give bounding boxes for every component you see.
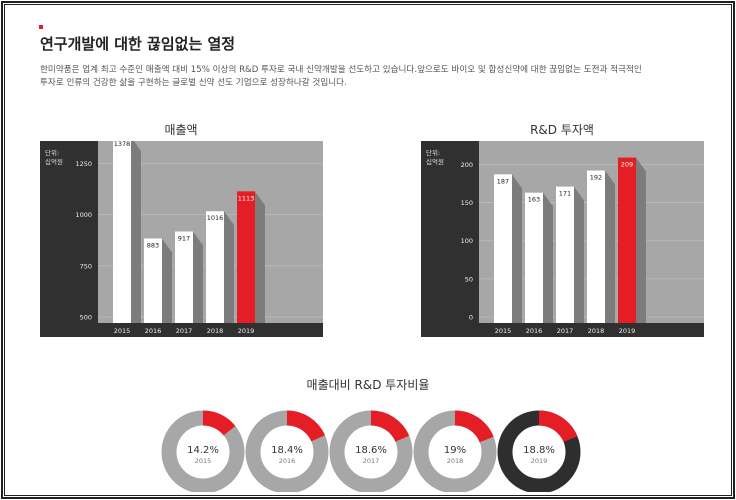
- bar-value-label: 171: [559, 190, 571, 198]
- description-line-2: 투자로 인류의 건강한 삶을 구현하는 글로벌 신약 선도 기업으로 성장하나갈…: [40, 78, 347, 88]
- x-tick-label: 2018: [588, 327, 605, 335]
- y-tick-label: 1250: [75, 160, 92, 168]
- bar-value-label: 1113: [238, 194, 255, 202]
- revenue-chart-title: 매출액: [164, 123, 198, 137]
- x-tick-label: 2016: [145, 327, 162, 335]
- bar-shadow: [255, 191, 265, 323]
- donut-value-label: 19%: [444, 445, 466, 456]
- donut-value-label: 18.4%: [271, 445, 303, 456]
- bar-value-label: 187: [497, 177, 509, 185]
- rnd-investment-bar-chart: 단위:십억원 0 50 100 150 200 187 2015 163 2016 171 2017 1…: [421, 141, 704, 337]
- bar-shadow: [162, 238, 172, 323]
- bar-shadow: [636, 157, 646, 323]
- donut-hole: [429, 426, 481, 478]
- donut-hole: [261, 426, 313, 478]
- donut-slice: [538, 410, 578, 443]
- y-tick-label: 0: [469, 314, 473, 322]
- bar-shadow: [512, 174, 522, 323]
- revenue-bar-chart: 단위:십억원 500 750 1000 1250 1378 2015 883 2016 917 20…: [40, 141, 323, 337]
- donut-slice: [370, 410, 410, 443]
- bar: [144, 238, 162, 323]
- bar-shadow: [605, 170, 615, 323]
- bar: [618, 157, 636, 323]
- x-tick-label: 2015: [495, 327, 512, 335]
- bar-shadow: [574, 186, 584, 323]
- bar-value-label: 883: [147, 241, 159, 249]
- bar-shadow: [543, 192, 553, 323]
- donut-value-label: 14.2%: [187, 445, 219, 456]
- x-tick-label: 2017: [176, 327, 193, 335]
- bar-value-label: 192: [590, 174, 602, 182]
- y-tick-label: 1000: [75, 211, 92, 219]
- bar-shadow: [193, 231, 203, 323]
- page-title: 연구개발에 대한 끊임없는 열정: [40, 35, 236, 53]
- description-line-1: 한미약품은 업계 최고 수준인 매출액 대비 15% 이상의 R&D 투자로 국…: [40, 65, 642, 75]
- bar-value-label: 1016: [207, 214, 224, 222]
- y-tick-label: 100: [461, 237, 473, 245]
- y-tick-label: 500: [80, 314, 92, 322]
- bar: [556, 186, 574, 323]
- bar-shadow: [131, 141, 141, 323]
- x-tick-label: 2019: [238, 327, 255, 335]
- donut-year-label: 2018: [447, 457, 464, 465]
- y-tick-label: 200: [461, 161, 473, 169]
- x-tick-label: 2017: [557, 327, 574, 335]
- donut-slice: [454, 410, 494, 443]
- donut-year-label: 2019: [531, 457, 548, 465]
- bar: [237, 191, 255, 323]
- donut-hole: [345, 426, 397, 478]
- bar: [494, 174, 512, 323]
- bar-value-label: 917: [178, 235, 190, 243]
- donut-year-label: 2015: [195, 457, 212, 465]
- rnd-chart-title: R&D 투자액: [530, 123, 594, 137]
- title-accent-mark: [39, 25, 43, 29]
- bar-value-label: 209: [621, 161, 633, 169]
- donut-value-label: 18.6%: [355, 445, 387, 456]
- rnd-ratio-donut-charts: 14.2%2015 18.4%2016 18.6%2017 19%2018 18.8%2…: [161, 410, 581, 492]
- x-tick-label: 2018: [207, 327, 224, 335]
- donut-year-label: 2017: [363, 457, 380, 465]
- bar: [206, 211, 224, 323]
- donut-year-label: 2016: [279, 457, 296, 465]
- donut-slice: [286, 410, 325, 442]
- y-tick-label: 150: [461, 199, 473, 207]
- donut-hole: [177, 426, 229, 478]
- y-tick-label: 750: [80, 262, 92, 270]
- bar: [113, 141, 131, 323]
- x-tick-label: 2015: [114, 327, 131, 335]
- y-tick-label: 50: [465, 275, 473, 283]
- donut-hole: [513, 426, 565, 478]
- page-description: 한미약품은 업계 최고 수준인 매출액 대비 15% 이상의 R&D 투자로 국…: [40, 64, 700, 90]
- donut-slice: [202, 410, 236, 436]
- ratio-chart-title: 매출대비 R&D 투자비율: [306, 378, 430, 392]
- bar: [587, 170, 605, 323]
- unit-label: 십억원: [426, 157, 444, 166]
- bar-value-label: 1378: [114, 141, 131, 148]
- donut-value-label: 18.8%: [523, 445, 555, 456]
- bar: [175, 231, 193, 323]
- unit-label: 단위:: [426, 148, 440, 157]
- bar-value-label: 163: [528, 196, 540, 204]
- unit-label: 단위:: [45, 148, 59, 157]
- unit-label: 십억원: [45, 157, 63, 166]
- bar-shadow: [224, 211, 234, 323]
- x-tick-label: 2016: [526, 327, 543, 335]
- x-tick-label: 2019: [619, 327, 636, 335]
- bar: [525, 192, 543, 323]
